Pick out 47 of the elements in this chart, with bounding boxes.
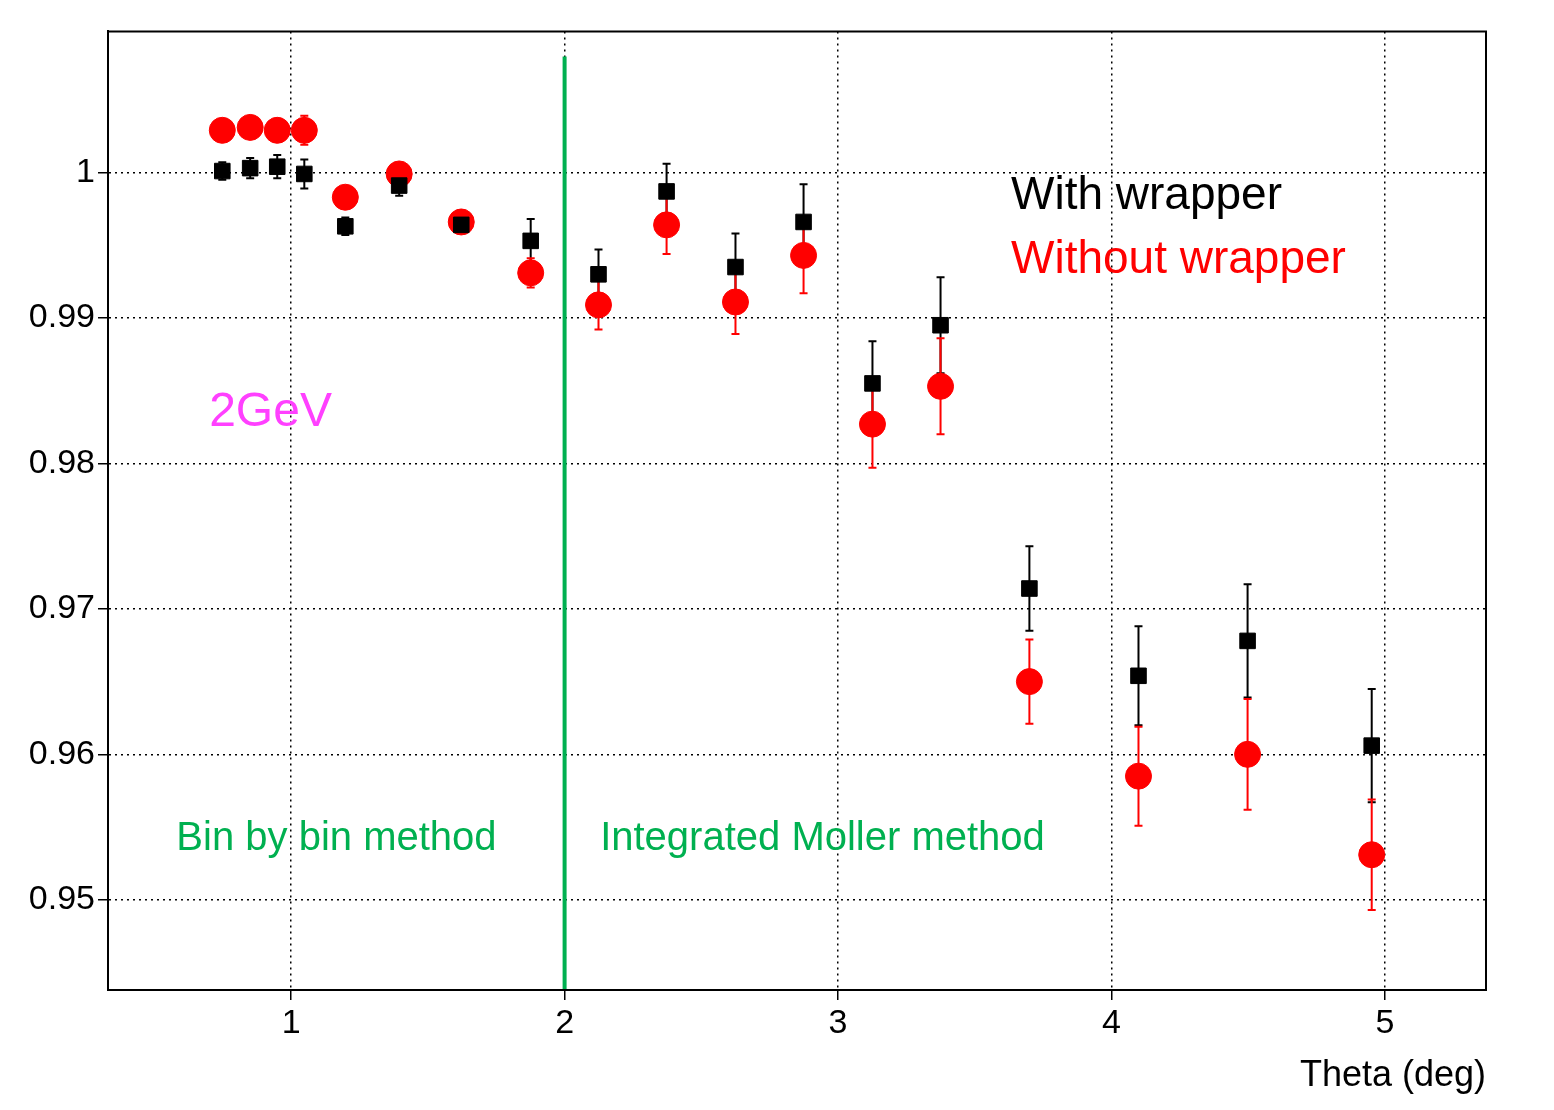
x-tick-label: 1: [281, 1001, 301, 1040]
point: [1130, 667, 1147, 685]
point: [1021, 580, 1038, 597]
point: [1358, 841, 1386, 869]
point: [585, 291, 612, 319]
x-tick-label: 3: [828, 1001, 848, 1040]
point: [208, 116, 236, 144]
y-tick-label: 0.97: [28, 587, 95, 626]
text: Without wrapper: [1011, 231, 1346, 284]
y-tick-label: 0.98: [28, 441, 95, 480]
y-tick-label: 1: [76, 150, 95, 189]
point: [927, 372, 955, 400]
y-tick-label: 0.99: [28, 296, 95, 335]
x-tick-label: 4: [1101, 1001, 1121, 1040]
point: [721, 288, 749, 316]
point: [658, 183, 675, 200]
point: [1363, 737, 1380, 754]
y-tick-label: 0.95: [28, 878, 95, 917]
point: [653, 211, 681, 239]
point: [268, 158, 286, 175]
point: [727, 258, 744, 276]
point: [1124, 762, 1152, 790]
point: [296, 165, 313, 183]
annotation: Bin by bin method: [176, 813, 497, 858]
point: [236, 113, 264, 141]
x-tick-label: 5: [1375, 1001, 1395, 1040]
point: [522, 232, 539, 250]
point: [1015, 668, 1043, 696]
point: [864, 375, 881, 392]
point: [932, 316, 949, 334]
point: [858, 410, 886, 438]
point: [1239, 632, 1256, 650]
y-tick-label: 0.96: [28, 732, 95, 771]
point: [331, 183, 359, 211]
point: [1234, 740, 1262, 768]
point: [590, 266, 607, 283]
point: [241, 159, 259, 177]
annotation: 2GeV: [209, 382, 332, 436]
point: [390, 177, 408, 194]
point: [290, 116, 318, 144]
x-tick-label: 2: [555, 1001, 575, 1040]
point: [517, 259, 545, 287]
point: [790, 241, 818, 269]
annotation: Integrated Moller method: [600, 813, 1045, 858]
x-axis-title: Theta (deg): [1299, 1053, 1486, 1095]
text: With wrapper: [1011, 167, 1282, 220]
point: [795, 213, 812, 231]
